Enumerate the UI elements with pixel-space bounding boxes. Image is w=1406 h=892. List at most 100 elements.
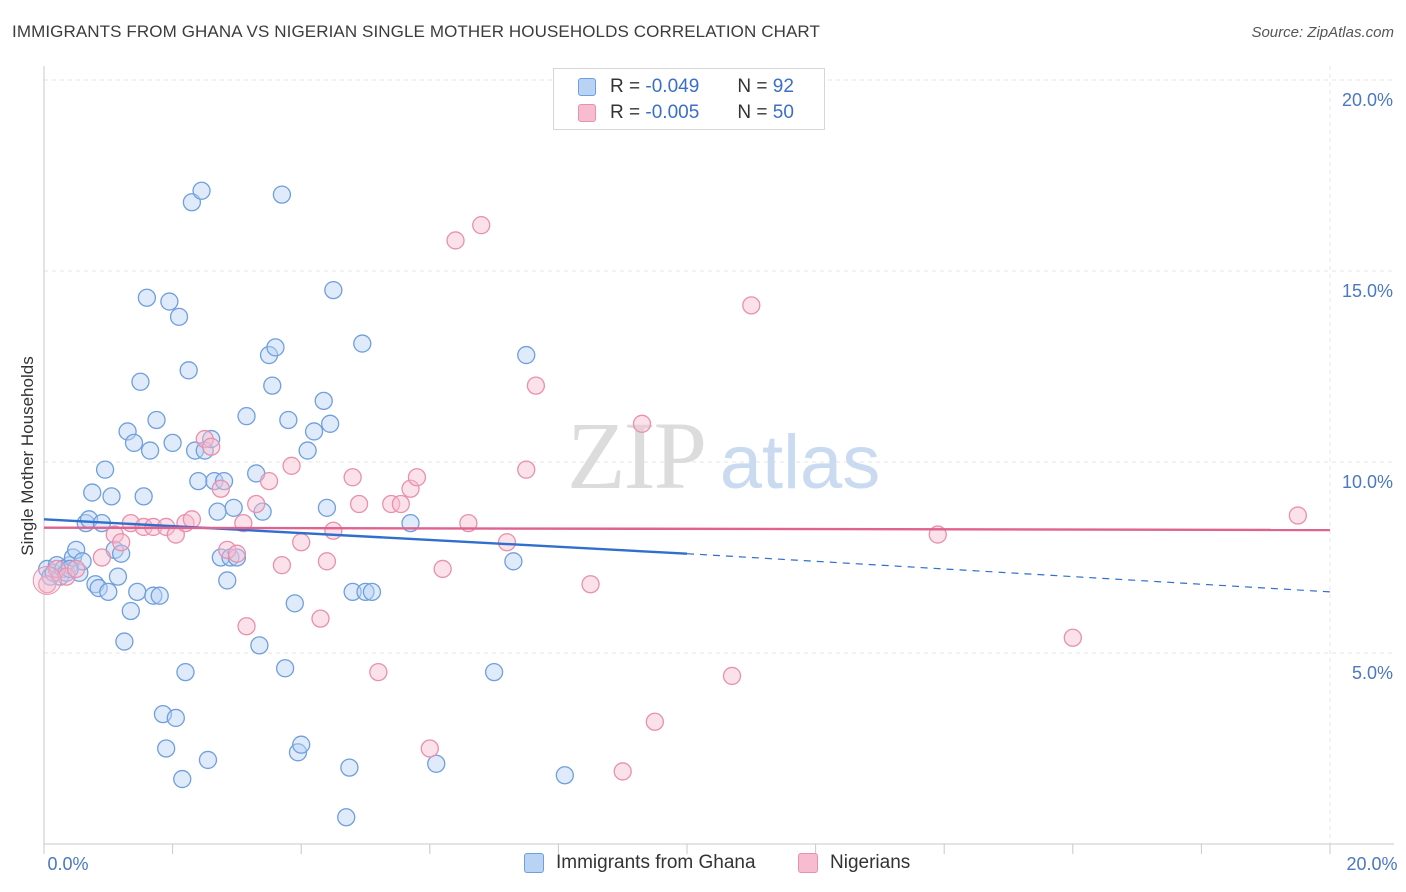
legend-r-value-nigerians: -0.005	[645, 102, 700, 123]
correlation-legend: R = -0.049 N = 92 R = -0.005 N = 50	[553, 68, 825, 130]
nigerian-point	[272, 555, 292, 575]
legend-n-value-ghana: 92	[772, 76, 794, 97]
ghana-point	[272, 185, 292, 204]
ghana-point	[108, 567, 128, 586]
legend-r-label: R =	[610, 76, 641, 97]
ghana-point	[169, 307, 189, 326]
ghana-point	[176, 662, 195, 682]
nigerian-point	[343, 468, 362, 487]
ghana-point	[298, 441, 317, 460]
ghana-point	[250, 636, 269, 655]
ghana-point	[218, 571, 237, 590]
ghana-trend-extension	[686, 553, 1331, 593]
ghana-point	[317, 498, 337, 517]
series-name-ghana: Immigrants from Ghana	[556, 852, 756, 873]
nigerian-point	[517, 460, 536, 479]
x-tick-label: 20.0%	[1346, 854, 1397, 874]
ghana-point	[484, 662, 504, 682]
nigerian-point	[382, 494, 401, 514]
ghana-point	[320, 414, 340, 433]
nigerian-point	[182, 510, 202, 529]
ghana-point	[189, 471, 208, 491]
ghana-point	[137, 288, 157, 307]
series-swatch-ghana	[524, 853, 544, 873]
nigerian-point	[92, 548, 112, 567]
ghana-point	[102, 487, 121, 506]
legend-swatch-ghana	[578, 78, 596, 96]
nigerian-point	[218, 540, 237, 560]
ghana-point	[314, 391, 333, 411]
ghana-point	[263, 376, 282, 395]
nigerian-point	[433, 559, 452, 579]
series-legend: Immigrants from Ghana Nigerians	[0, 852, 1406, 878]
legend-swatch-nigerians	[578, 104, 596, 122]
ghana-point	[517, 345, 536, 365]
series-legend-ghana[interactable]: Immigrants from Ghana	[524, 852, 756, 874]
series-name-nigerians: Nigerians	[830, 852, 911, 873]
watermark-zip: ZIP	[567, 402, 705, 509]
nigerian-point	[211, 479, 230, 498]
legend-row-ghana: R = -0.049 N = 92	[578, 75, 794, 99]
ghana-point	[160, 292, 179, 311]
nigerian-point	[391, 494, 411, 514]
nigerian-point	[324, 521, 343, 540]
chart-title: IMMIGRANTS FROM GHANA VS NIGERIAN SINGLE…	[12, 22, 820, 41]
y-tick-label: 15.0%	[1342, 281, 1393, 301]
x-tick-label: 0.0%	[47, 854, 88, 874]
nigerian-point	[317, 552, 337, 571]
source-label: Source: ZipAtlas.com	[1251, 24, 1394, 41]
ghana-point	[121, 601, 140, 621]
y-tick-label: 10.0%	[1342, 472, 1393, 492]
nigerian-point	[632, 414, 652, 433]
nigerian-point	[581, 575, 600, 594]
nigerian-point	[497, 533, 517, 552]
nigerian-point	[57, 567, 76, 586]
nigerian-point	[349, 494, 369, 514]
nigerian-point	[32, 565, 62, 595]
ghana-point	[224, 498, 243, 517]
ghana-point	[279, 410, 298, 430]
legend-n-label: N =	[737, 102, 768, 123]
zipatlas-watermark: ZIP atlas	[567, 402, 880, 509]
ghana-point	[83, 483, 102, 502]
nigerian-point	[237, 617, 256, 636]
ghana-point	[131, 372, 150, 391]
nigerian-point	[742, 296, 761, 315]
ghana-point	[362, 582, 382, 602]
nigerian-point	[446, 231, 465, 250]
nigerian-point	[407, 468, 427, 487]
ghana-point	[115, 632, 134, 651]
ghana-point	[99, 582, 118, 602]
nigerian-point	[67, 559, 86, 579]
nigerian-point	[401, 479, 420, 498]
ghana-point	[198, 750, 218, 770]
ghana-point	[285, 594, 304, 613]
nigerian-point	[1288, 506, 1307, 525]
ghana-point	[504, 552, 523, 571]
ghana-point	[555, 766, 574, 785]
nigerian-point	[247, 494, 266, 514]
tick-labels: 5.0% 10.0% 15.0% 20.0% 0.0% 20.0%	[47, 90, 1397, 874]
ghana-point	[163, 433, 182, 453]
ghana-point	[304, 422, 324, 441]
ghana-point	[173, 769, 192, 789]
ghana-point	[157, 739, 176, 758]
ghana-point	[275, 659, 295, 678]
nigerian-point	[1063, 628, 1082, 647]
ghana-point	[353, 334, 372, 353]
ghana-point	[128, 582, 147, 602]
nigerian-point	[472, 216, 491, 235]
nigerian-point	[645, 712, 664, 731]
nigerian-point	[282, 456, 301, 475]
series-legend-nigerians[interactable]: Nigerians	[798, 852, 910, 874]
ghana-point	[140, 441, 160, 460]
legend-n-value-nigerians: 50	[772, 102, 794, 123]
nigerian-point	[420, 739, 439, 758]
ghana-point	[237, 407, 256, 426]
ghana-point	[124, 433, 144, 453]
y-tick-label: 5.0%	[1352, 663, 1393, 683]
ghana-point	[427, 754, 446, 773]
ghana-point	[147, 410, 166, 430]
ghana-point	[192, 181, 211, 200]
